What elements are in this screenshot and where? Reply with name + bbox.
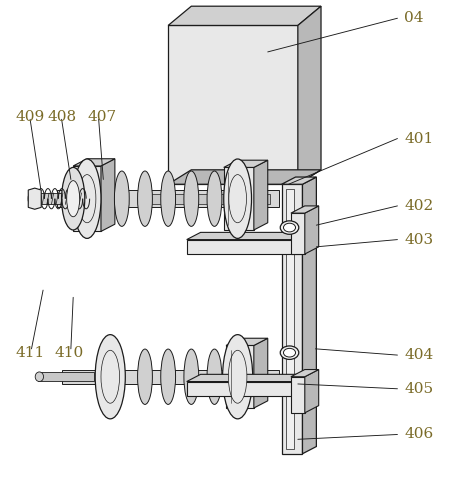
Ellipse shape xyxy=(67,181,80,217)
Ellipse shape xyxy=(137,171,152,227)
Polygon shape xyxy=(254,338,268,408)
Text: 408: 408 xyxy=(48,110,77,124)
Polygon shape xyxy=(57,190,279,207)
Ellipse shape xyxy=(283,223,295,232)
Text: 406: 406 xyxy=(404,427,434,441)
Polygon shape xyxy=(28,188,41,209)
Ellipse shape xyxy=(101,350,119,403)
Polygon shape xyxy=(298,6,321,184)
Polygon shape xyxy=(291,206,319,213)
Polygon shape xyxy=(286,189,294,449)
Ellipse shape xyxy=(228,350,247,403)
Polygon shape xyxy=(224,160,268,167)
Text: 401: 401 xyxy=(404,132,434,146)
Polygon shape xyxy=(36,193,82,204)
Ellipse shape xyxy=(78,175,96,223)
Text: 402: 402 xyxy=(404,199,434,213)
Polygon shape xyxy=(305,369,319,413)
Ellipse shape xyxy=(137,349,152,405)
Ellipse shape xyxy=(115,171,129,227)
Text: 405: 405 xyxy=(404,382,433,396)
Text: 409: 409 xyxy=(15,110,45,124)
Polygon shape xyxy=(291,369,319,377)
Text: 404: 404 xyxy=(404,348,434,362)
Ellipse shape xyxy=(184,171,199,227)
Polygon shape xyxy=(224,167,254,230)
Ellipse shape xyxy=(229,175,247,223)
Ellipse shape xyxy=(161,171,176,227)
Polygon shape xyxy=(226,338,268,346)
Polygon shape xyxy=(187,240,302,254)
Polygon shape xyxy=(291,377,305,413)
Polygon shape xyxy=(73,166,101,231)
Ellipse shape xyxy=(184,349,199,405)
Text: 411: 411 xyxy=(15,346,45,360)
Polygon shape xyxy=(62,369,279,384)
Ellipse shape xyxy=(28,189,41,208)
Ellipse shape xyxy=(95,334,125,419)
Ellipse shape xyxy=(62,167,85,230)
Ellipse shape xyxy=(35,372,43,381)
Polygon shape xyxy=(187,232,316,240)
Polygon shape xyxy=(150,194,270,203)
Ellipse shape xyxy=(161,349,176,405)
Text: 403: 403 xyxy=(404,233,433,246)
Text: 04: 04 xyxy=(404,11,424,25)
Ellipse shape xyxy=(224,159,252,239)
Polygon shape xyxy=(168,170,321,184)
Polygon shape xyxy=(281,177,316,184)
Polygon shape xyxy=(187,381,302,396)
Ellipse shape xyxy=(283,348,295,357)
Ellipse shape xyxy=(223,334,253,419)
Ellipse shape xyxy=(207,349,222,405)
Text: 410: 410 xyxy=(55,346,84,360)
Polygon shape xyxy=(281,184,302,454)
Polygon shape xyxy=(291,213,305,254)
Polygon shape xyxy=(101,159,115,231)
Ellipse shape xyxy=(207,171,222,227)
Polygon shape xyxy=(168,26,298,184)
Polygon shape xyxy=(254,160,268,230)
Polygon shape xyxy=(187,374,316,381)
Polygon shape xyxy=(73,159,115,166)
Polygon shape xyxy=(305,206,319,254)
Ellipse shape xyxy=(73,159,101,239)
Ellipse shape xyxy=(280,221,299,234)
Polygon shape xyxy=(39,372,94,381)
Polygon shape xyxy=(226,346,254,408)
Polygon shape xyxy=(302,177,316,454)
Ellipse shape xyxy=(280,346,299,360)
Polygon shape xyxy=(168,6,321,26)
Text: 407: 407 xyxy=(87,110,116,124)
